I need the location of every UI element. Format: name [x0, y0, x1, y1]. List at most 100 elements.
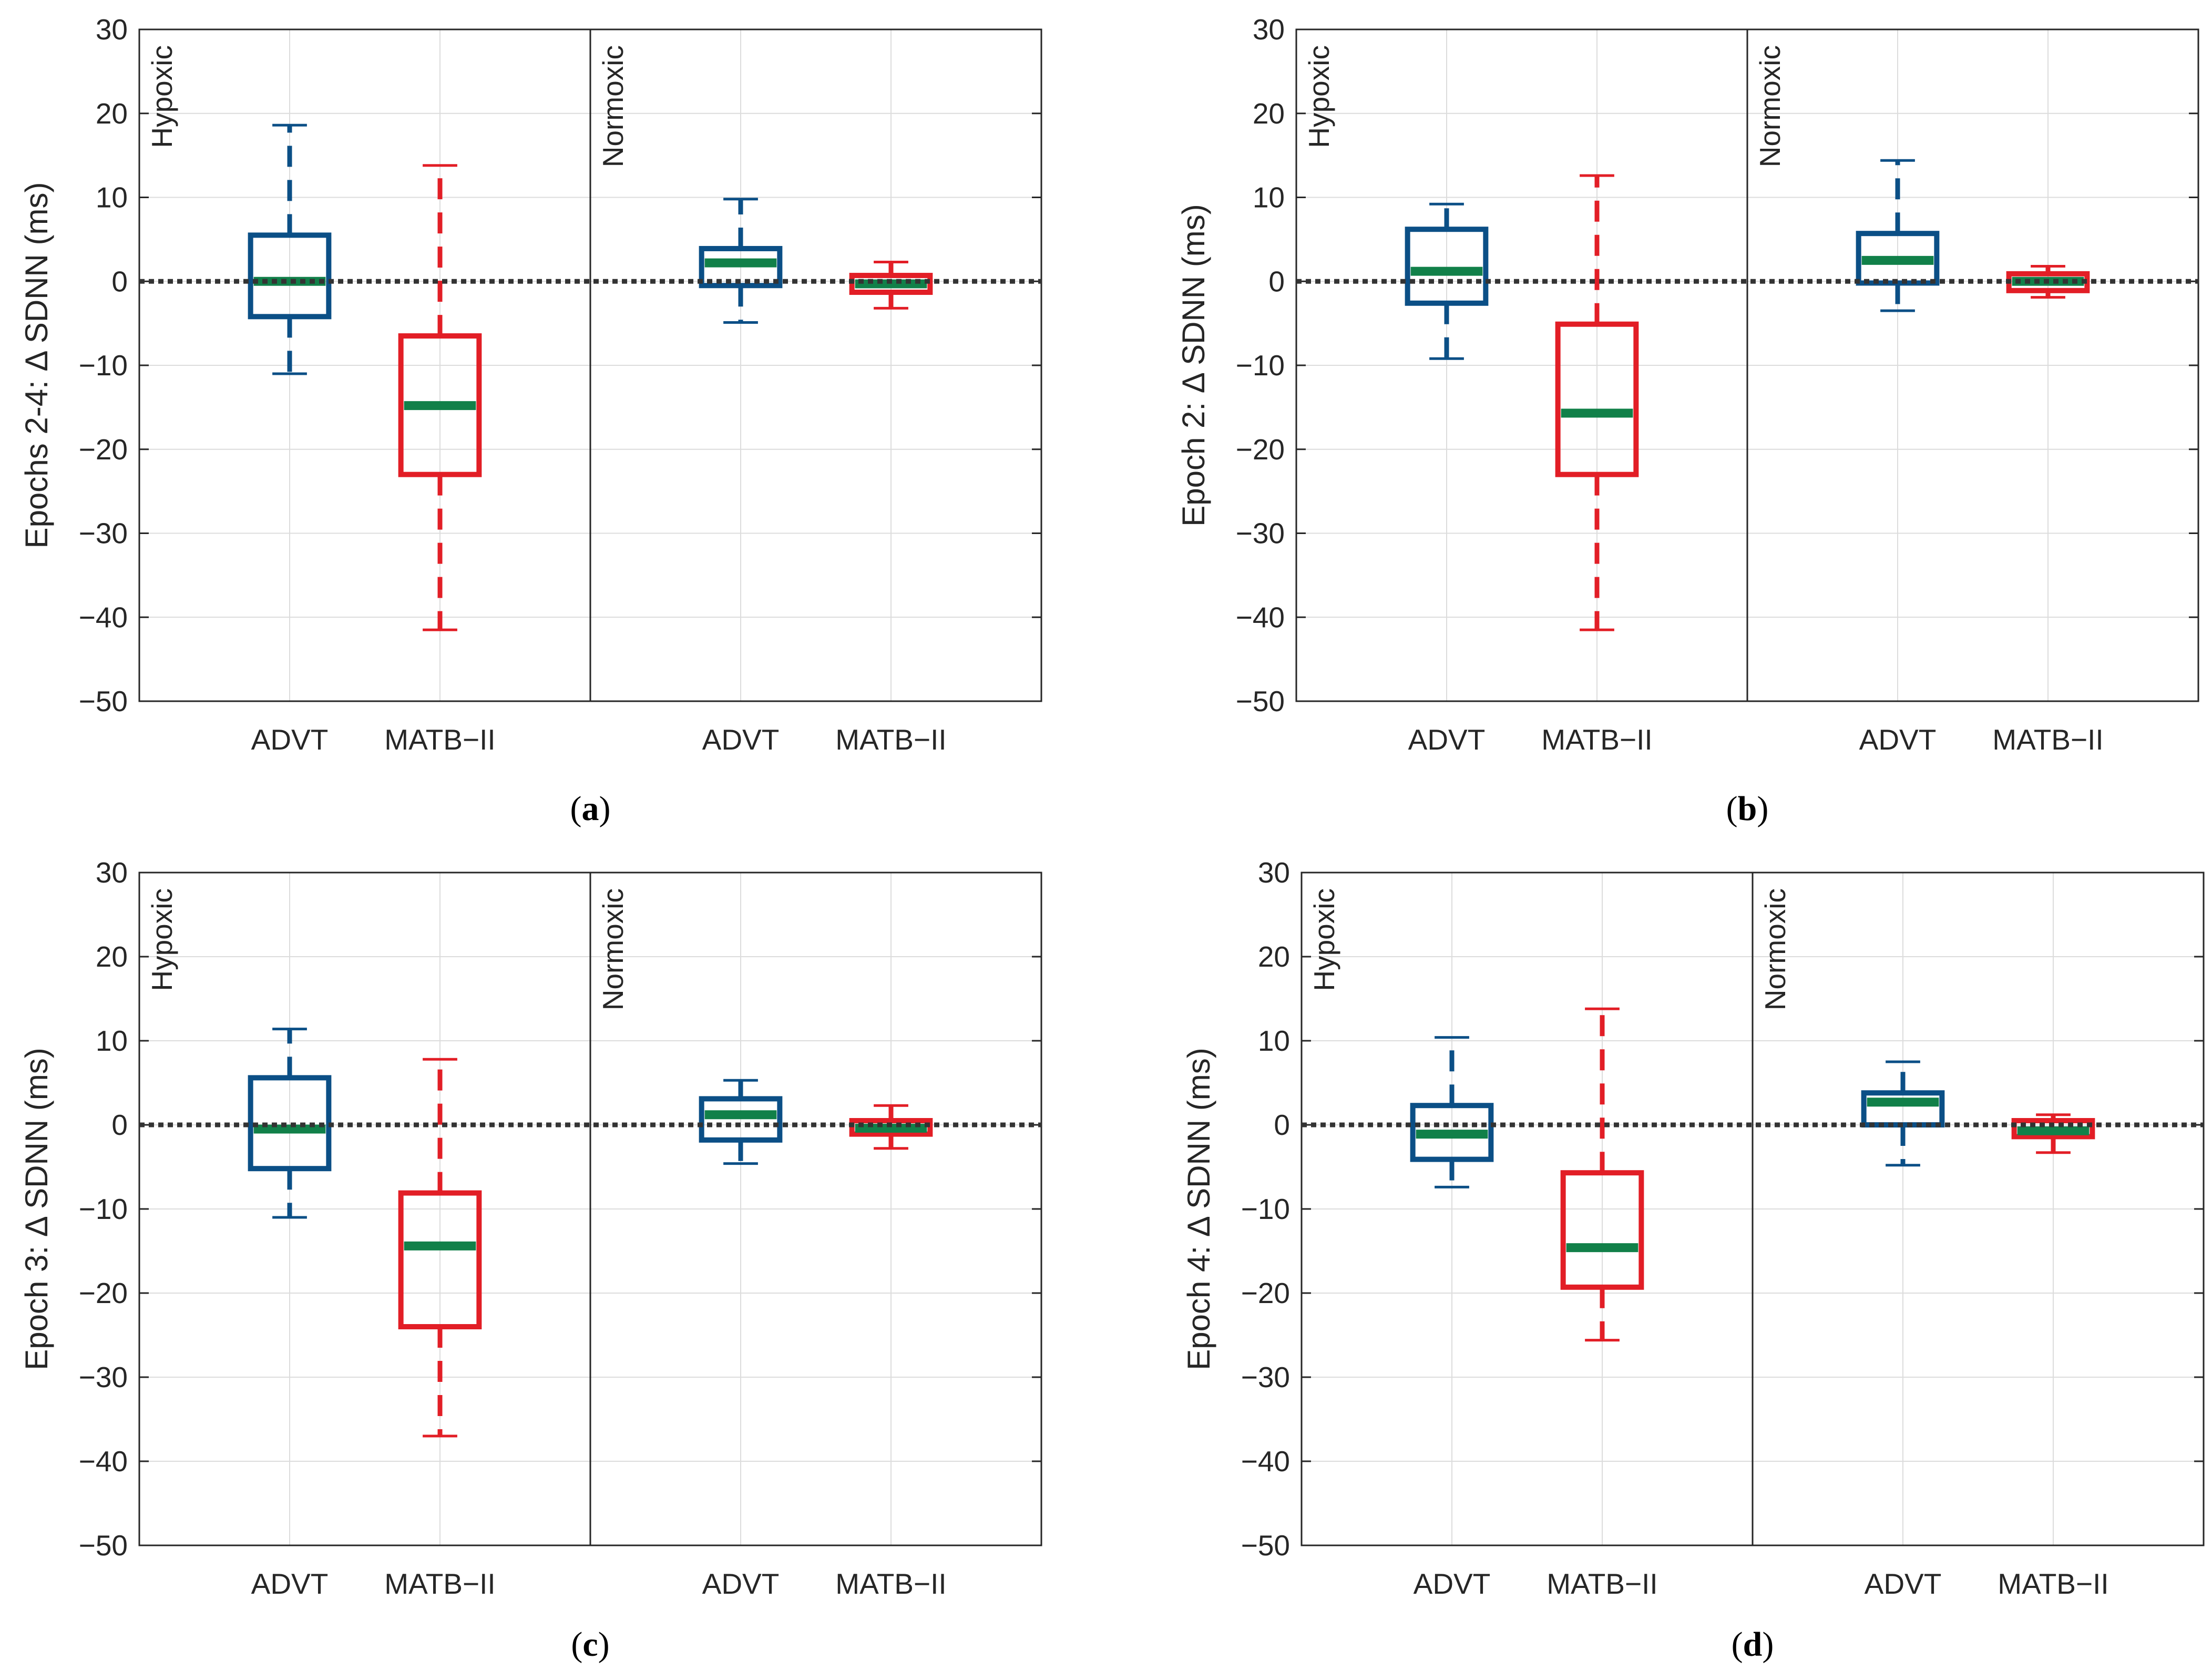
box-normoxic-matb-ii [849, 1104, 933, 1150]
y-axis-label: Epochs 2-4: Δ SDNN (ms) [19, 182, 54, 549]
box-hypoxic-advt [1405, 202, 1489, 360]
y-tick-label: −20 [79, 1277, 128, 1309]
y-tick-label: −40 [1236, 601, 1285, 633]
box-iqr [1410, 1103, 1494, 1162]
x-tick-label: ADVT [251, 1567, 329, 1600]
panel-caption: (c) [571, 1625, 609, 1664]
y-tick-label: −40 [79, 1445, 128, 1478]
y-tick-label: −50 [1241, 1529, 1290, 1562]
box-iqr [2011, 1118, 2095, 1140]
box-hypoxic-advt [1410, 1036, 1494, 1188]
x-tick-label: ADVT [251, 723, 329, 756]
y-tick-label: −30 [79, 1361, 128, 1393]
y-axis-label: Epoch 3: Δ SDNN (ms) [19, 1048, 54, 1370]
group-label-normoxic: Normoxic [1754, 45, 1786, 167]
y-tick-label: −30 [79, 517, 128, 550]
box-iqr [699, 1096, 783, 1143]
box-hypoxic-matb-ii [1560, 1007, 1644, 1342]
x-tick-label: ADVT [1408, 723, 1486, 756]
box-hypoxic-matb-ii [398, 1058, 482, 1438]
box-iqr [398, 1190, 482, 1330]
box-normoxic-advt [1856, 159, 1940, 312]
box-iqr [398, 333, 482, 477]
y-tick-label: 30 [96, 856, 128, 889]
y-tick-label: −50 [79, 685, 128, 717]
y-tick-label: 30 [1253, 13, 1285, 46]
panel-b: 30 20 10 0 −10 −20 −30 −40 −50 Epoch 2: Δ SDNN (m… [1176, 13, 2199, 828]
y-tick-label: −20 [1241, 1277, 1290, 1309]
group-label-hypoxic: Hypoxic [1308, 888, 1340, 991]
panel-caption: (d) [1732, 1625, 1774, 1664]
x-tick-label: ADVT [702, 723, 780, 756]
x-tick-label: MATB−II [384, 1567, 495, 1600]
y-tick-label: 20 [1253, 97, 1285, 130]
group-label-hypoxic: Hypoxic [1303, 45, 1335, 148]
y-tick-label: 0 [111, 1109, 128, 1141]
y-tick-label: −40 [79, 601, 128, 633]
box-normoxic-matb-ii [849, 261, 933, 310]
y-tick-label: −10 [79, 349, 128, 382]
y-tick-label: −10 [79, 1193, 128, 1225]
caption-close-paren: ) [598, 1625, 610, 1664]
caption-close-paren: ) [1762, 1625, 1774, 1664]
box-iqr [1560, 1170, 1644, 1290]
box-iqr [699, 245, 783, 289]
x-tick-label: ADVT [702, 1567, 780, 1600]
y-tick-label: 10 [1258, 1024, 1290, 1057]
x-tick-label: MATB−II [1992, 723, 2103, 756]
caption-open-paren: ( [570, 790, 582, 828]
group-label-hypoxic: Hypoxic [146, 45, 178, 148]
box-normoxic-matb-ii [2011, 1113, 2095, 1154]
box-iqr [849, 1118, 933, 1137]
y-tick-label: −20 [79, 433, 128, 466]
y-tick-label: 10 [1253, 181, 1285, 214]
panel-c: 30 20 10 0 −10 −20 −30 −40 −50 Epoch 3: Δ SDNN (m… [19, 856, 1042, 1664]
caption-open-paren: ( [1732, 1625, 1743, 1664]
box-normoxic-advt [699, 198, 783, 324]
x-tick-label: MATB−II [835, 723, 946, 756]
box-iqr [1405, 227, 1489, 306]
group-label-normoxic: Normoxic [597, 888, 629, 1010]
y-tick-label: 0 [111, 265, 128, 298]
box-hypoxic-matb-ii [398, 164, 482, 631]
box-normoxic-advt [699, 1079, 783, 1165]
box-hypoxic-advt [248, 1028, 332, 1219]
panel-caption: (b) [1726, 790, 1769, 828]
box-normoxic-advt [1861, 1060, 1945, 1167]
x-tick-label: MATB−II [835, 1567, 946, 1600]
y-tick-label: −30 [1236, 517, 1285, 550]
x-tick-label: ADVT [1865, 1567, 1942, 1600]
y-tick-label: −50 [79, 1529, 128, 1562]
caption-letter: c [582, 1625, 598, 1664]
caption-open-paren: ( [571, 1625, 582, 1664]
panel-a: 30 20 10 0 −10 −20 −30 −40 −50 Epochs 2-4: Δ SDNN… [19, 13, 1042, 828]
x-tick-label: MATB−II [384, 723, 495, 756]
y-tick-label: 0 [1274, 1109, 1290, 1141]
y-tick-label: 20 [96, 97, 128, 130]
caption-letter: a [582, 790, 599, 828]
y-tick-label: 30 [96, 13, 128, 46]
group-label-normoxic: Normoxic [1759, 888, 1791, 1010]
x-tick-label: MATB−II [1547, 1567, 1657, 1600]
box-hypoxic-matb-ii [1555, 174, 1639, 631]
y-tick-label: −50 [1236, 685, 1285, 717]
y-axis-label: Epoch 2: Δ SDNN (ms) [1176, 204, 1211, 527]
group-label-normoxic: Normoxic [597, 45, 629, 167]
caption-letter: d [1743, 1625, 1763, 1664]
x-tick-label: ADVT [1859, 723, 1937, 756]
y-tick-label: 10 [96, 1024, 128, 1057]
box-iqr [1555, 321, 1639, 477]
panel-caption: (a) [570, 790, 611, 828]
y-tick-label: 20 [1258, 940, 1290, 973]
group-label-hypoxic: Hypoxic [146, 888, 178, 991]
y-tick-label: −30 [1241, 1361, 1290, 1393]
y-tick-label: −20 [1236, 433, 1285, 466]
x-tick-label: ADVT [1414, 1567, 1491, 1600]
caption-close-paren: ) [1757, 790, 1768, 828]
y-axis-label: Epoch 4: Δ SDNN (ms) [1181, 1048, 1216, 1370]
y-tick-label: 30 [1258, 856, 1290, 889]
x-tick-label: MATB−II [1998, 1567, 2108, 1600]
y-tick-label: −10 [1241, 1193, 1290, 1225]
caption-letter: b [1738, 790, 1757, 828]
